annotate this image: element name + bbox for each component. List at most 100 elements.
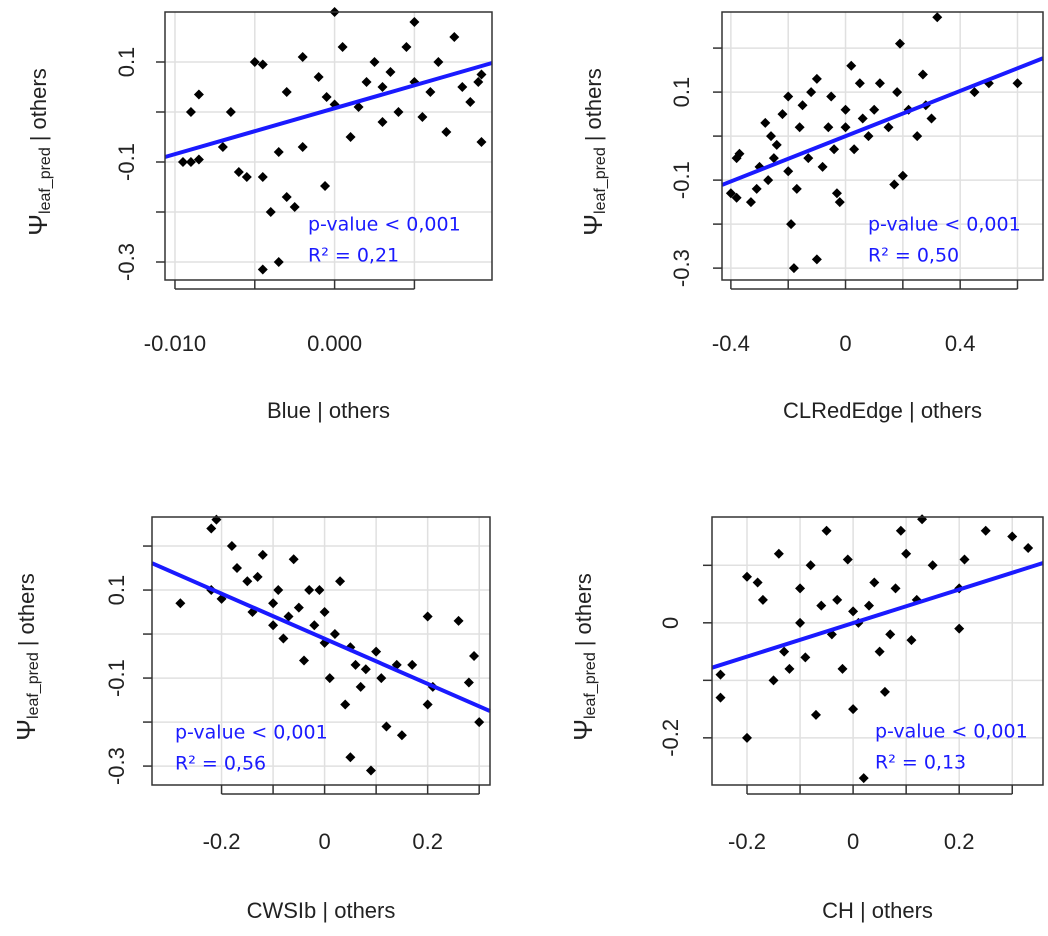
point: [175, 598, 186, 609]
point: [355, 681, 366, 692]
plot-frame: [721, 11, 1044, 281]
point: [803, 153, 814, 164]
point: [763, 175, 774, 186]
point: [242, 576, 253, 587]
point: [779, 646, 790, 657]
point: [252, 571, 263, 582]
point: [273, 585, 284, 596]
point: [777, 109, 788, 120]
panel: -0.2 0 0.2 0 -0.2 p-value < 0,001 R² = 0,13 CH …: [568, 514, 1044, 923]
point: [927, 560, 938, 571]
point: [185, 157, 196, 167]
annotation: p-value < 0,001: [875, 721, 1028, 743]
y-tick-label: -0.2: [658, 719, 683, 757]
point: [895, 525, 906, 536]
point: [463, 677, 474, 688]
point: [766, 131, 777, 142]
point: [320, 181, 331, 191]
point: [863, 131, 874, 142]
point: [768, 153, 779, 164]
y-tick-label: -0.1: [669, 161, 694, 199]
y-label-suffix: | others: [26, 68, 51, 141]
point: [457, 82, 468, 92]
point: [849, 144, 860, 155]
y-axis-label: Ψleaf_pred | others: [568, 573, 599, 740]
point: [345, 132, 356, 142]
y-tick-label: -0.3: [114, 243, 139, 281]
point: [381, 721, 392, 732]
point: [281, 87, 292, 97]
point: [869, 577, 880, 588]
point: [249, 57, 260, 67]
annotation: p-value < 0,001: [175, 722, 328, 744]
point: [273, 147, 284, 157]
point: [954, 623, 965, 634]
point: [795, 583, 806, 594]
point: [757, 594, 768, 605]
point: [476, 137, 487, 147]
point: [734, 148, 745, 159]
point: [926, 113, 937, 124]
point: [848, 606, 859, 617]
point: [783, 91, 794, 102]
point: [751, 183, 762, 194]
point: [874, 646, 885, 657]
annotation: R² = 0,21: [308, 245, 399, 267]
fit-line: [151, 561, 491, 713]
y-label-symbol: Ψ: [568, 719, 598, 741]
point: [821, 525, 832, 536]
point: [889, 179, 900, 190]
point: [840, 104, 851, 115]
x-axis-label: CWSIb | others: [247, 898, 396, 923]
point: [288, 554, 299, 565]
annotation: R² = 0,13: [875, 752, 966, 774]
point: [268, 598, 279, 609]
point: [742, 571, 753, 582]
point: [826, 91, 837, 102]
point: [901, 548, 912, 559]
point: [725, 188, 736, 199]
point: [365, 765, 376, 776]
point: [879, 686, 890, 697]
point: [417, 112, 428, 122]
point: [226, 541, 237, 552]
point: [469, 651, 480, 662]
point: [848, 704, 859, 715]
panel: -0.2 0 0.2 0.1 -0.1 -0.3 p-value < 0,001 R² = 0…: [11, 514, 491, 923]
y-tick-label: -0.3: [104, 747, 129, 785]
x-tick-label: 0.2: [944, 829, 975, 854]
x-tick-label: 0.000: [307, 331, 362, 356]
plot-frame: [164, 11, 493, 281]
fit-line: [721, 56, 1044, 187]
plot-frame: [711, 516, 1044, 786]
point: [185, 107, 196, 117]
point: [892, 87, 903, 98]
point: [257, 264, 268, 275]
annotation: R² = 0,50: [868, 245, 959, 267]
point: [832, 594, 843, 605]
point: [360, 664, 371, 675]
point: [297, 52, 308, 62]
point: [211, 514, 222, 525]
point: [298, 655, 309, 666]
point: [350, 659, 361, 670]
point: [869, 104, 880, 115]
point: [745, 197, 756, 208]
point: [465, 97, 476, 107]
point: [401, 42, 412, 52]
point: [783, 166, 794, 177]
point: [283, 611, 294, 622]
point: [273, 257, 284, 267]
point: [476, 69, 487, 80]
point: [760, 117, 771, 128]
point: [883, 122, 894, 133]
point: [857, 113, 868, 124]
point: [894, 38, 905, 49]
point: [794, 122, 805, 133]
x-axis-label: Blue | others: [267, 398, 390, 423]
point: [773, 548, 784, 559]
point: [441, 127, 452, 137]
y-axis-label: Ψleaf_pred | others: [23, 68, 54, 235]
point: [837, 663, 848, 674]
y-tick-label: 0.1: [114, 47, 139, 78]
